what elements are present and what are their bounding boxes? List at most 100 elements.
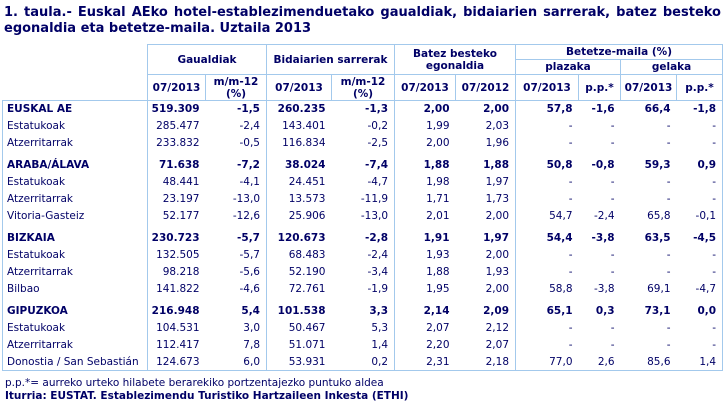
cell-value: 2,00 bbox=[485, 249, 510, 261]
cell-value: 57,8 bbox=[515, 100, 579, 118]
cell-value: -2,5 bbox=[367, 137, 389, 149]
column-group-gaualdiak: Gaualdiak bbox=[147, 44, 267, 75]
cell-value: 1,88 bbox=[394, 151, 456, 174]
cell-value: - bbox=[515, 336, 579, 354]
cell-value: -13,0 bbox=[232, 193, 260, 205]
cell-value: 1,99 bbox=[394, 117, 456, 135]
cell-value: 141.822 bbox=[156, 283, 200, 295]
cell-value: 1,88 bbox=[483, 159, 510, 171]
cell-value: - bbox=[666, 322, 671, 334]
cell-value: 216.948 bbox=[151, 305, 200, 317]
cell-value: 2,31 bbox=[394, 353, 456, 371]
cell-value: 25.906 bbox=[266, 207, 332, 225]
column-header-egonaldia-072013: 07/2013 bbox=[394, 74, 456, 101]
page-title: 1. taula.- Euskal AEko hotel-establezime… bbox=[4, 5, 721, 37]
page-title-line2: egonaldia eta betetze-maila. Uztaila 201… bbox=[4, 21, 312, 36]
row-label: Atzerritarrak bbox=[2, 336, 148, 354]
row-label: Estatukoak bbox=[2, 319, 148, 337]
column-header-gaualdiak-072013: 07/2013 bbox=[147, 74, 206, 101]
cell-value: 23.197 bbox=[162, 193, 200, 205]
cell-value: -5,7 bbox=[237, 232, 260, 244]
cell-value: - bbox=[676, 117, 724, 135]
cell-value: 98.218 bbox=[162, 266, 200, 278]
cell-value: - bbox=[676, 336, 724, 354]
column-header-bidaiarien-mm12: m/m-12 (%) bbox=[330, 74, 395, 101]
cell-value: 85,6 bbox=[620, 353, 677, 371]
cell-value: 2,09 bbox=[483, 305, 510, 317]
cell-value: 3,3 bbox=[369, 305, 389, 317]
cell-value: -2,4 bbox=[594, 210, 615, 222]
cell-value: - bbox=[666, 137, 671, 149]
cell-value: -11,9 bbox=[360, 193, 389, 205]
table-row: Atzerritarrak 233.832 -0,5 116.834 -2,5 2,00 1… bbox=[2, 134, 724, 152]
cell-value: 519.309 bbox=[151, 103, 200, 116]
cell-value: 68.483 bbox=[266, 246, 332, 264]
cell-value: 58,8 bbox=[515, 280, 579, 298]
cell-value: 1,73 bbox=[485, 193, 510, 205]
cell-value: -1,6 bbox=[591, 103, 615, 116]
table-row: Bilbao 141.822 -4,6 72.761 -1,9 1,95 2,00 58,8 -… bbox=[2, 280, 724, 298]
cell-value: 54,7 bbox=[515, 207, 579, 225]
cell-value: 65,1 bbox=[515, 297, 579, 320]
cell-value: -5,6 bbox=[239, 266, 261, 278]
table-row: Atzerritarrak 112.417 7,8 51.071 1,4 2,20 2,07… bbox=[2, 336, 724, 354]
table-row: Estatukoak 132.505 -5,7 68.483 -2,4 1,93 2,00-… bbox=[2, 246, 724, 264]
subgroup-plazaka: plazaka bbox=[515, 59, 622, 75]
column-header-gaualdiak-mm12: m/m-12 (%) bbox=[205, 74, 267, 101]
cell-value: 63,5 bbox=[644, 232, 671, 244]
cell-value: 260.235 bbox=[266, 100, 332, 118]
page: 1. taula.- Euskal AEko hotel-establezime… bbox=[0, 5, 724, 411]
table-body: EUSKAL AE 519.309 -1,5 260.235 -1,3 2,00 2,00 5… bbox=[2, 100, 724, 371]
cell-value: 233.832 bbox=[156, 137, 200, 149]
cell-value: 65,8 bbox=[647, 210, 671, 222]
cell-value: -3,8 bbox=[591, 232, 615, 244]
cell-value: -4,1 bbox=[239, 176, 261, 188]
cell-value: - bbox=[610, 120, 615, 132]
cell-value: 0,0 bbox=[676, 297, 724, 320]
header-row-subgroups: plazaka gelaka bbox=[3, 59, 724, 75]
row-label: Estatukoak bbox=[2, 246, 148, 264]
cell-value: 2,00 bbox=[483, 103, 510, 116]
cell-value: 1,4 bbox=[676, 353, 724, 371]
cell-value: 1,88 bbox=[394, 263, 456, 281]
cell-value: -4,7 bbox=[676, 280, 724, 298]
cell-value: -1,9 bbox=[367, 283, 389, 295]
cell-value: - bbox=[666, 176, 671, 188]
table-row: Donostia / San Sebastián 124.673 6,0 53.931… bbox=[2, 353, 724, 371]
cell-value: - bbox=[610, 137, 615, 149]
table-row: Atzerritarrak 98.218 -5,6 52.190 -3,4 1,88 1,9… bbox=[2, 263, 724, 281]
cell-value: -0,2 bbox=[367, 120, 389, 132]
page-title-line1: 1. taula.- Euskal AEko hotel-establezime… bbox=[4, 5, 721, 20]
cell-value: - bbox=[676, 134, 724, 152]
header-row-columns: 07/2013 m/m-12 (%) 07/2013 m/m-12 (%) 07… bbox=[3, 74, 724, 101]
column-group-batez-besteko-egonaldia: Batez besteko egonaldia bbox=[394, 44, 517, 75]
cell-value: 52.190 bbox=[266, 263, 332, 281]
cell-value: 2,07 bbox=[485, 339, 510, 351]
cell-value: 72.761 bbox=[266, 280, 332, 298]
cell-value: 1,97 bbox=[485, 176, 510, 188]
cell-value: -5,7 bbox=[239, 249, 261, 261]
cell-value: -3,8 bbox=[594, 283, 615, 295]
cell-value: - bbox=[515, 246, 579, 264]
cell-value: 101.538 bbox=[266, 297, 332, 320]
cell-value: - bbox=[515, 190, 579, 208]
cell-value: 120.673 bbox=[266, 224, 332, 247]
cell-value: 13.573 bbox=[266, 190, 332, 208]
cell-value: -0,8 bbox=[591, 159, 615, 171]
table-row: EUSKAL AE 519.309 -1,5 260.235 -1,3 2,00 2,00 5… bbox=[2, 100, 724, 118]
cell-value: 5,4 bbox=[241, 305, 260, 317]
cell-value: 132.505 bbox=[156, 249, 200, 261]
row-label: Atzerritarrak bbox=[2, 263, 148, 281]
cell-value: 124.673 bbox=[147, 353, 206, 371]
cell-value: 2,12 bbox=[485, 322, 510, 334]
cell-value: -1,3 bbox=[365, 103, 389, 116]
cell-value: -4,5 bbox=[676, 224, 724, 247]
footnote-source: Iturria: EUSTAT. Establezimendu Turistik… bbox=[5, 390, 409, 402]
cell-value: 7,8 bbox=[243, 339, 260, 351]
cell-value: 6,0 bbox=[205, 353, 267, 371]
cell-value: 38.024 bbox=[266, 151, 332, 174]
cell-value: 5,3 bbox=[371, 322, 389, 334]
cell-value: 2,00 bbox=[485, 210, 510, 222]
cell-value: 52.177 bbox=[162, 210, 200, 222]
cell-value: - bbox=[666, 193, 671, 205]
